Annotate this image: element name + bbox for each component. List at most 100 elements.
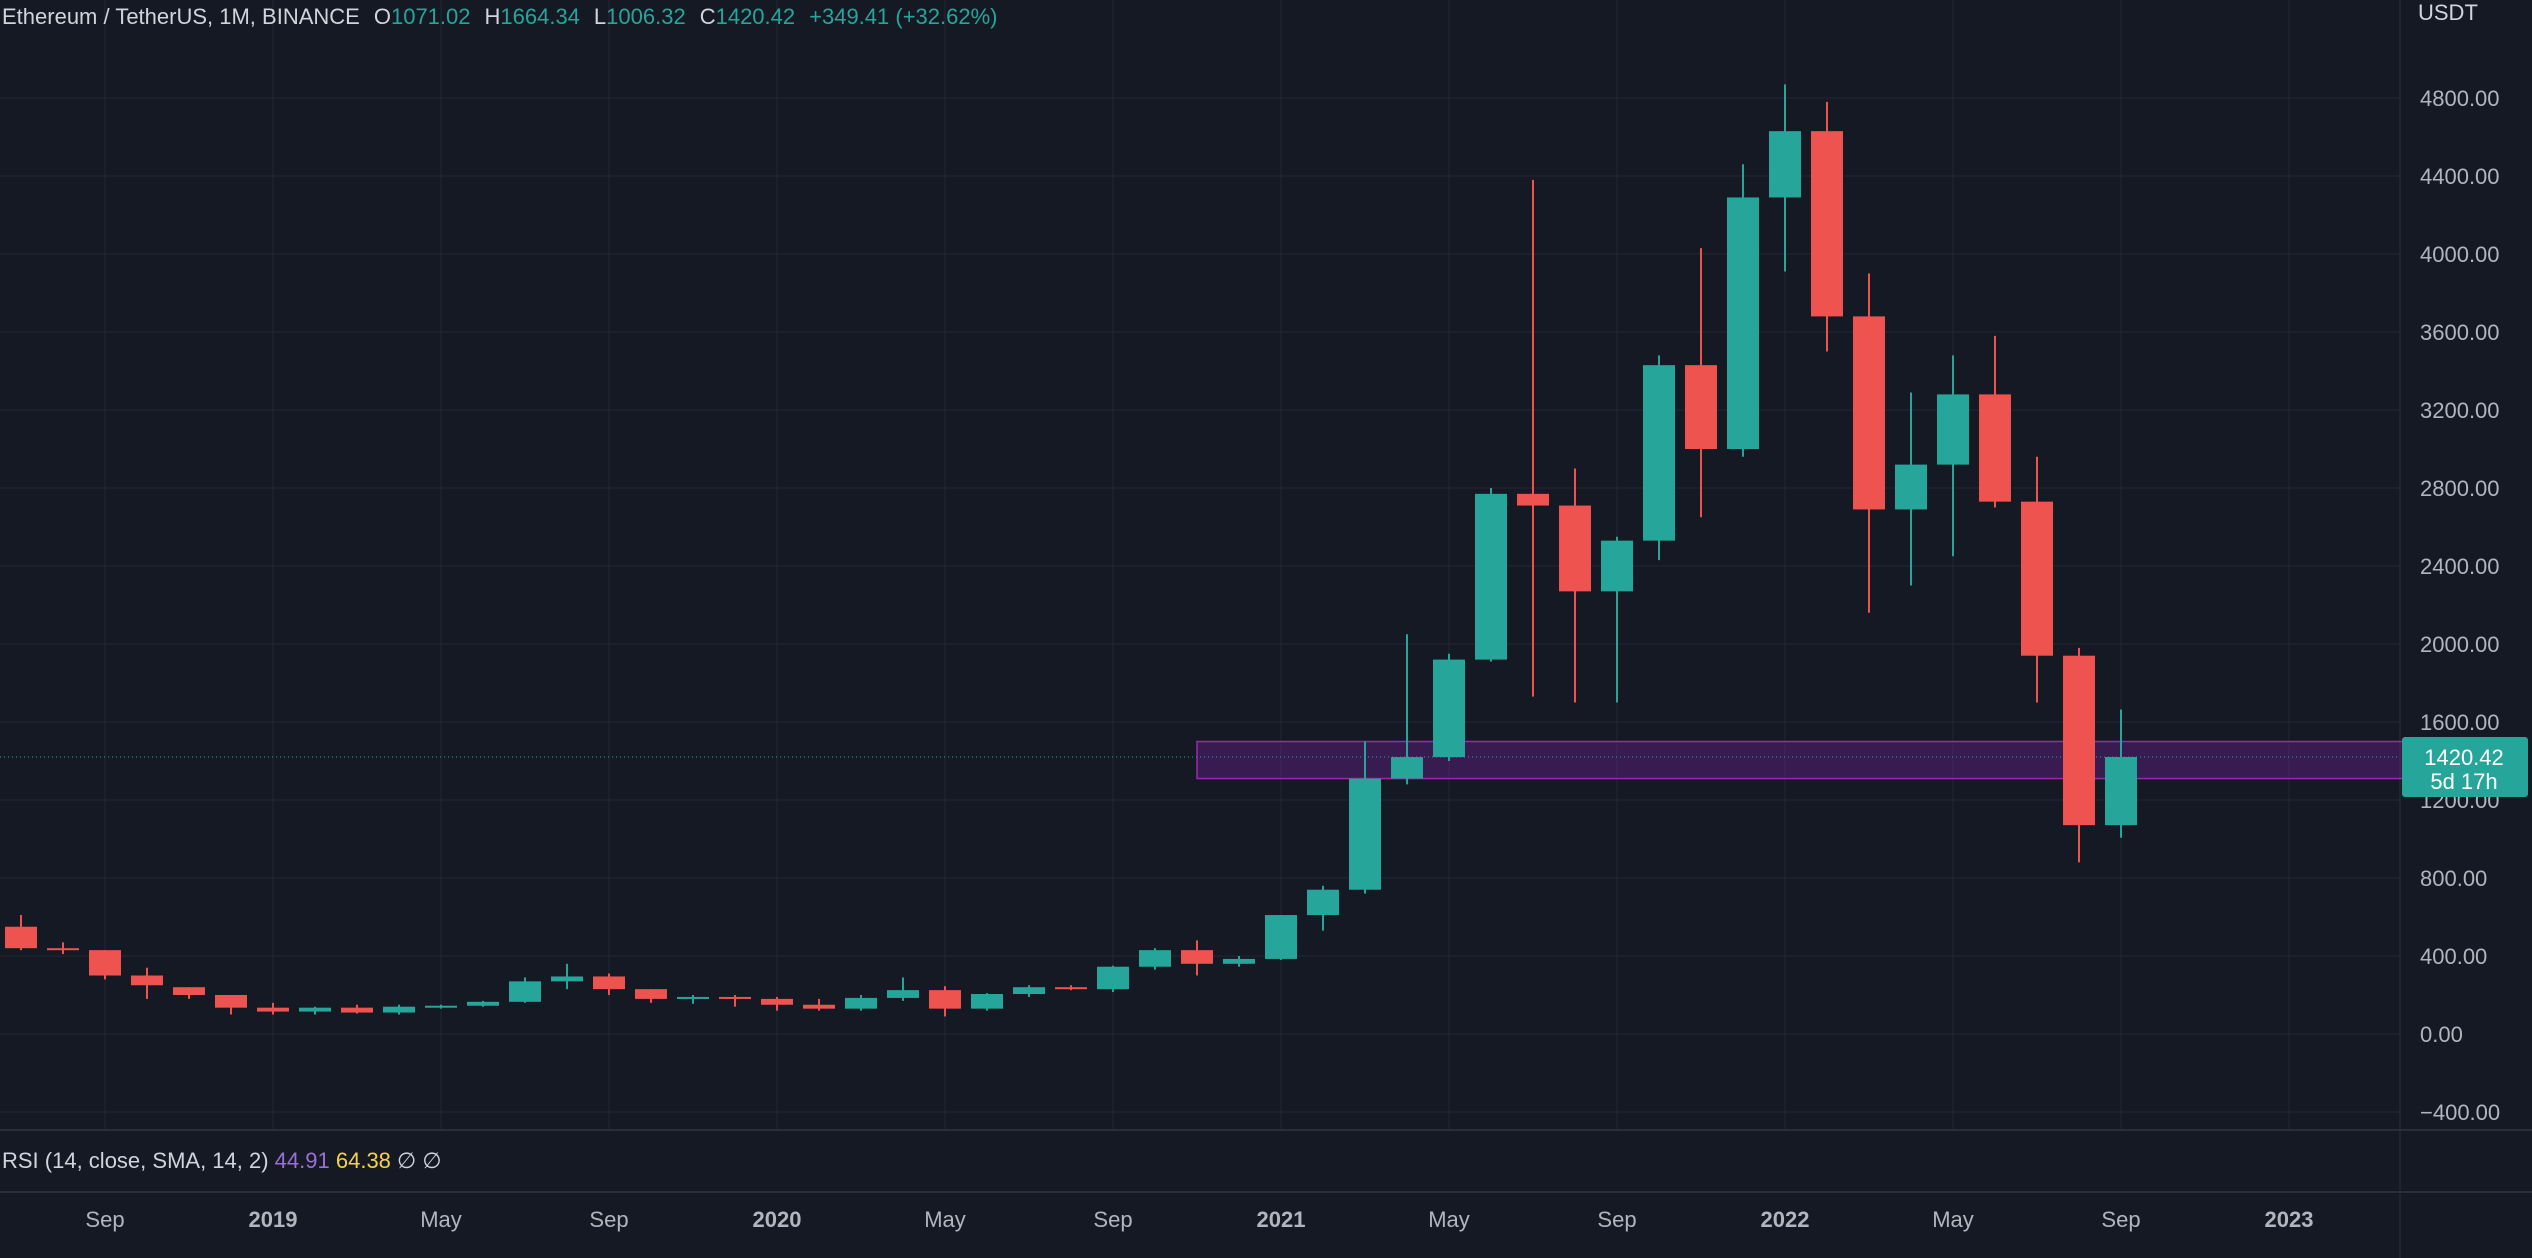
- last-price-tag-bg: [2402, 737, 2528, 798]
- time-tick-label: 2020: [753, 1207, 802, 1232]
- candle: [89, 950, 121, 980]
- candle: [1853, 273, 1885, 613]
- time-tick-label: May: [1932, 1207, 1974, 1232]
- rsi-legend[interactable]: RSI (14, close, SMA, 14, 2) 44.91 64.38 …: [2, 1148, 442, 1174]
- price-tick-label: 4800.00: [2420, 86, 2500, 111]
- candle: [929, 986, 961, 1017]
- candle-body: [173, 987, 205, 995]
- candle: [551, 963, 583, 990]
- candle-body: [509, 981, 541, 1002]
- candle-body: [299, 1007, 331, 1012]
- candle-body: [1181, 950, 1213, 964]
- candle: [845, 995, 877, 1011]
- candle: [1559, 468, 1591, 703]
- open-value: 1071.02: [390, 4, 471, 29]
- price-tick-label: 4400.00: [2420, 164, 2500, 189]
- candle: [1013, 985, 1045, 997]
- candle-body: [845, 997, 877, 1009]
- candle-body: [1055, 987, 1087, 990]
- close-label: C: [699, 4, 716, 29]
- candle-body: [47, 948, 79, 951]
- candle: [677, 995, 709, 1004]
- candle-body: [1097, 966, 1129, 990]
- candle: [131, 967, 163, 999]
- change-value: +349.41 (+32.62%): [809, 4, 998, 29]
- time-tick-label: May: [1428, 1207, 1470, 1232]
- candle-body: [425, 1005, 457, 1008]
- time-tick-label: 2023: [2265, 1207, 2314, 1232]
- candle-body: [761, 998, 793, 1005]
- candle-body: [131, 975, 163, 986]
- price-tick-label: 4000.00: [2420, 242, 2500, 267]
- candle-body: [1559, 505, 1591, 592]
- candle-body: [1475, 493, 1507, 660]
- currency-unit: USDT: [2418, 0, 2478, 25]
- candle-body: [1433, 659, 1465, 758]
- candle: [1265, 915, 1297, 960]
- candle-body: [929, 990, 961, 1009]
- candle-body: [1013, 987, 1045, 995]
- last-price-value: 1420.42: [2424, 745, 2504, 770]
- time-tick-label: Sep: [85, 1207, 124, 1232]
- candle: [1517, 179, 1549, 697]
- candle: [1727, 164, 1759, 457]
- candle-body: [551, 976, 583, 982]
- candle: [215, 995, 247, 1015]
- candle: [593, 973, 625, 995]
- candle-body: [89, 950, 121, 976]
- candle: [1433, 653, 1465, 761]
- candle-body: [1937, 394, 1969, 465]
- candle-body: [1139, 950, 1171, 967]
- candle-body: [383, 1006, 415, 1013]
- candle-body: [1727, 197, 1759, 449]
- candle-body: [971, 994, 1003, 1009]
- candle-body: [341, 1007, 373, 1013]
- time-tick-label: Sep: [1093, 1207, 1132, 1232]
- candle-body: [215, 995, 247, 1008]
- candle-body: [719, 996, 751, 999]
- price-tick-label: 3600.00: [2420, 320, 2500, 345]
- candle: [1181, 940, 1213, 976]
- candle: [383, 1004, 415, 1015]
- candle: [2105, 709, 2137, 838]
- time-tick-label: Sep: [2101, 1207, 2140, 1232]
- candle-body: [1769, 131, 1801, 198]
- rsi-na-2: ∅: [422, 1148, 442, 1173]
- candle: [47, 942, 79, 955]
- candle-body: [593, 976, 625, 990]
- candle-body: [5, 926, 37, 949]
- candle: [1601, 536, 1633, 703]
- candle: [1307, 885, 1339, 931]
- candle: [1811, 101, 1843, 352]
- candle: [1097, 965, 1129, 993]
- time-tick-label: Sep: [1597, 1207, 1636, 1232]
- candle: [257, 1002, 289, 1015]
- rsi-na-1: ∅: [397, 1148, 417, 1173]
- candle: [1475, 488, 1507, 662]
- candle: [1937, 355, 1969, 557]
- candle: [1685, 248, 1717, 518]
- candle-body: [2021, 501, 2053, 656]
- symbol-legend: Ethereum / TetherUS, 1M, BINANCE O1071.02…: [2, 4, 998, 30]
- candle: [467, 1000, 499, 1007]
- low-value: 1006.32: [606, 4, 686, 29]
- price-tick-label: 1600.00: [2420, 710, 2500, 735]
- candle: [509, 977, 541, 1003]
- time-tick-label: May: [420, 1207, 462, 1232]
- candle-body: [2105, 757, 2137, 826]
- time-tick-label: 2022: [1761, 1207, 1810, 1232]
- price-tick-label: 2800.00: [2420, 476, 2500, 501]
- time-tick-label: Sep: [589, 1207, 628, 1232]
- candle-body: [1517, 493, 1549, 506]
- candle: [1223, 956, 1255, 967]
- low-label: L: [593, 4, 607, 29]
- candle: [1391, 634, 1423, 785]
- support-zone: [1196, 740, 2476, 780]
- candle: [1139, 948, 1171, 970]
- candle: [887, 977, 919, 1001]
- candle: [1643, 355, 1675, 561]
- candle: [425, 1004, 457, 1009]
